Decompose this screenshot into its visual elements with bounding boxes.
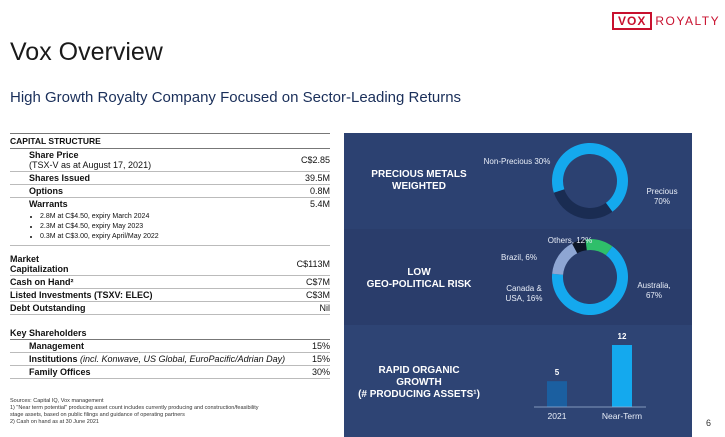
precious-metals-panel: PRECIOUS METALS WEIGHTED Non-Precious 30… <box>344 133 692 229</box>
geo-political-panel: LOW GEO-POLITICAL RISK Others, 12% Brazi… <box>344 229 692 325</box>
vox-royalty-logo: VOX ROYALTY <box>612 12 720 30</box>
table-row: Key Shareholders <box>10 327 330 340</box>
bar-value-label: 5 <box>555 368 560 377</box>
footnote: stage assets, based on public filings an… <box>10 412 185 418</box>
data-label-precious: Precious 70% <box>646 187 678 206</box>
table-row: Family Offices 30% <box>10 365 330 379</box>
shareholder-value: 15% <box>310 352 330 366</box>
pie-slice-australia <box>552 246 628 315</box>
cash-value: C$7M <box>269 275 330 289</box>
pie-slice-precious <box>552 143 628 212</box>
shareholder-label: Institutions (incl. Konwave, US Global, … <box>10 352 311 366</box>
logo-box-text: VOX <box>612 12 653 30</box>
panel-title: RAPID ORGANIC GROWTH (# PRODUCING ASSETS… <box>358 365 480 400</box>
table-row: Share Price (TSX-V as at August 17, 2021… <box>10 149 330 172</box>
debt-label: Debt Outstanding <box>10 301 270 315</box>
debt-value: Nil <box>269 301 330 315</box>
table-row: Options 0.8M <box>10 184 330 198</box>
shareholder-value: 15% <box>310 339 330 353</box>
shareholders-header: Key Shareholders <box>10 327 330 340</box>
pie-slice-others <box>585 239 613 256</box>
table-row: Shares Issued 39.5M <box>10 171 330 185</box>
shareholder-label: Family Offices <box>10 365 311 379</box>
warrants-value: 5.4M <box>309 199 330 209</box>
organic-growth-panel: RAPID ORGANIC GROWTH (# PRODUCING ASSETS… <box>344 325 692 437</box>
market-cap-label-line1: Market <box>10 254 40 264</box>
table-row: Cash on Hand² C$7M <box>10 275 330 289</box>
shareholder-label: Management <box>10 339 311 353</box>
data-label-others: Others, 12% <box>547 236 593 245</box>
footnote: 2) Cash on hand as at 30 June 2021 <box>10 419 99 425</box>
share-price-label: Share Price <box>29 150 79 160</box>
shareholders-table: Key Shareholders Management 15% Institut… <box>10 327 330 379</box>
x-tick-label: 2021 <box>548 411 567 421</box>
list-item: 2.8M at C$4.50, expiry March 2024 <box>40 212 330 222</box>
shares-issued-value: 39.5M <box>275 171 330 185</box>
pie-slice-canada-usa <box>552 243 578 275</box>
capital-structure-header: CAPITAL STRUCTURE <box>10 133 330 149</box>
footnote: 1) "Near term potential" producing asset… <box>10 405 259 411</box>
data-label-non-precious: Non-Precious 30% <box>483 157 551 166</box>
table-row: Management 15% <box>10 339 330 353</box>
cash-label: Cash on Hand² <box>10 275 270 289</box>
list-item: 2.3M at C$4.50, expiry May 2023 <box>40 222 330 232</box>
page-title: Vox Overview <box>10 38 163 66</box>
table-row: Debt Outstanding Nil <box>10 301 330 315</box>
shares-issued-label: Shares Issued <box>10 171 276 185</box>
panel-title: PRECIOUS METALS WEIGHTED <box>371 169 467 192</box>
list-item: 0.3M at C$3.00, expiry April/May 2022 <box>40 232 330 242</box>
share-price-note: (TSX-V as at August 17, 2021) <box>29 160 152 170</box>
table-row: Market Capitalization C$113M <box>10 253 330 276</box>
listed-investments-label: Listed Investments (TSXV: ELEC) <box>10 288 270 302</box>
listed-investments-value: C$3M <box>269 288 330 302</box>
bar-near-term <box>612 345 632 407</box>
table-row: Warrants 5.4M <box>10 198 330 211</box>
footnotes: Sources: Capital IQ, Vox management 1) "… <box>10 398 310 426</box>
page-subtitle: High Growth Royalty Company Focused on S… <box>10 89 462 106</box>
geography-donut <box>552 239 628 315</box>
warrant-bullets: 2.8M at C$4.50, expiry March 2024 2.3M a… <box>10 212 330 242</box>
footnote: Sources: Capital IQ, Vox management <box>10 398 104 404</box>
market-cap-label-line2: Capitalization <box>10 264 69 274</box>
panel-title: LOW GEO-POLITICAL RISK <box>366 267 472 290</box>
capital-structure-section: CAPITAL STRUCTURE Share Price (TSX-V as … <box>10 133 330 379</box>
valuation-table: Market Capitalization C$113M Cash on Han… <box>10 253 330 315</box>
precious-metals-donut <box>552 143 628 219</box>
page-number: 6 <box>706 418 712 428</box>
data-label-canada-usa: Canada & USA, 16% <box>505 284 543 303</box>
x-tick-label: Near-Term <box>602 411 642 421</box>
share-price-value: C$2.85 <box>275 149 330 172</box>
options-label: Options <box>10 184 276 198</box>
bar-2021 <box>547 381 567 407</box>
producing-assets-bar-chart: 5 2021 12 Near-Term <box>534 332 646 421</box>
options-value: 0.8M <box>275 184 330 198</box>
pie-slice-brazil <box>572 239 587 254</box>
shareholder-value: 30% <box>310 365 330 379</box>
table-row: Institutions (incl. Konwave, US Global, … <box>10 352 330 366</box>
market-cap-value: C$113M <box>269 253 330 276</box>
pie-slice-non-precious <box>553 189 613 219</box>
capital-structure-table: Share Price (TSX-V as at August 17, 2021… <box>10 149 330 210</box>
logo-text: ROYALTY <box>655 14 721 28</box>
bar-value-label: 12 <box>618 332 627 341</box>
warrants-label: Warrants <box>29 199 68 209</box>
data-label-australia: Australia, 67% <box>637 281 671 300</box>
data-label-brazil: Brazil, 6% <box>500 253 537 262</box>
table-row: Listed Investments (TSXV: ELEC) C$3M <box>10 288 330 302</box>
